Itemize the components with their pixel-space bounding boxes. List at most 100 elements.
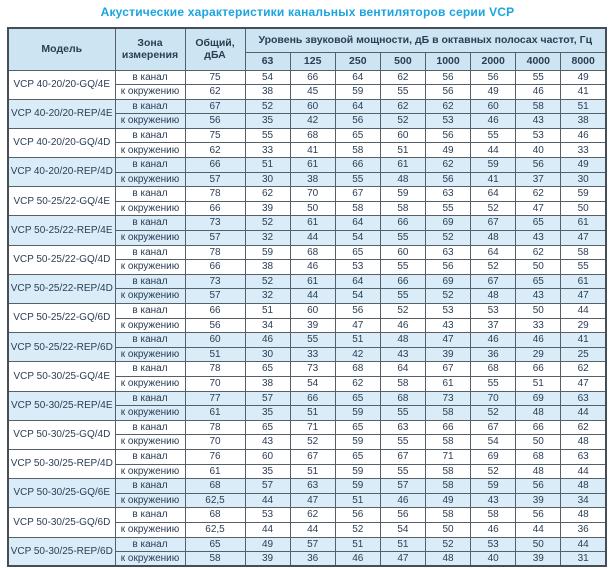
band-value-cell: 60: [244, 448, 291, 465]
band-value-cell: 44: [289, 230, 336, 246]
band-value-cell: 59: [560, 186, 607, 202]
band-value-cell: 54: [289, 375, 336, 392]
band-value-cell: 52: [424, 230, 472, 246]
zone-cell: в канал: [114, 448, 186, 465]
band-value-cell: 47: [424, 332, 472, 348]
band-value-cell: 62: [560, 361, 607, 377]
band-value-cell: 69: [515, 390, 562, 407]
band-value-cell: 58: [424, 405, 472, 421]
band-value-cell: 67: [424, 361, 472, 377]
band-value-cell: 62: [515, 244, 562, 261]
band-value-cell: 57: [379, 478, 427, 494]
band-value-cell: 39: [289, 317, 336, 334]
band-value-cell: 59: [334, 405, 381, 421]
column-header-zone: Зона измерения: [114, 27, 186, 71]
total-dba-cell: 67: [184, 98, 246, 115]
band-value-cell: 38: [244, 84, 291, 100]
zone-cell: к окружению: [114, 113, 186, 129]
band-value-cell: 47: [289, 492, 336, 509]
band-value-cell: 35: [244, 405, 291, 421]
band-value-cell: 48: [379, 171, 427, 188]
zone-cell: в канал: [114, 186, 186, 202]
band-value-cell: 50: [515, 303, 562, 319]
band-value-cell: 47: [560, 288, 607, 304]
band-value-cell: 41: [289, 142, 336, 159]
band-value-cell: 51: [289, 405, 336, 421]
band-value-cell: 56: [334, 303, 381, 319]
band-value-cell: 64: [334, 98, 381, 115]
band-value-cell: 51: [334, 332, 381, 348]
zone-cell: к окружению: [114, 463, 186, 480]
band-value-cell: 70: [470, 390, 517, 407]
band-value-cell: 32: [244, 288, 291, 304]
table-row-in-channel: VCP 50-30/25-REP/4D в канал 76 60 67 65 67 71 69…: [7, 448, 607, 480]
band-value-cell: 66: [515, 419, 562, 436]
total-dba-cell: 70: [184, 434, 246, 450]
acoustic-characteristics-table: Модель Зона измерения Общий, дБА Уровень…: [7, 27, 607, 568]
band-value-cell: 52: [470, 463, 517, 480]
frequency-header-2000: 2000: [470, 51, 517, 71]
band-value-cell: 64: [379, 361, 427, 377]
table-row-in-channel: VCP 50-25/22-GQ/6D в канал 66 51 60 56 52 53 53 5…: [7, 302, 607, 334]
table-row-to-ambient: к окружению 70 38 54 62 58 61 55 51 47: [8, 375, 607, 392]
band-value-cell: 51: [334, 492, 381, 509]
band-value-cell: 56: [515, 157, 562, 173]
zone-cell: в канал: [114, 215, 186, 232]
table-row-to-ambient: к окружению 51 30 33 42 43 39 36 29 25: [8, 346, 607, 363]
zone-cell: в канал: [114, 244, 186, 261]
band-value-cell: 68: [334, 361, 381, 377]
band-value-cell: 51: [244, 157, 291, 173]
band-value-cell: 59: [334, 463, 381, 480]
band-value-cell: 38: [560, 113, 607, 129]
table-row-in-channel: VCP 50-25/22-REP/6D в канал 60 46 55 51 48 47 46…: [7, 332, 607, 363]
model-cell: VCP 50-25/22-REP/6D: [7, 332, 116, 363]
band-value-cell: 44: [244, 521, 291, 538]
band-value-cell: 66: [334, 157, 381, 173]
frequency-header-1000: 1000: [424, 51, 472, 71]
band-value-cell: 69: [424, 273, 472, 290]
model-cell: VCP 50-30/25-GQ/4E: [7, 361, 116, 392]
table-row-in-channel: VCP 50-30/25-GQ/4D в канал 78 65 71 65 63 66 67 6…: [7, 419, 607, 450]
band-value-cell: 57: [244, 390, 291, 407]
header-row-main: Модель Зона измерения Общий, дБА Уровень…: [7, 27, 607, 71]
band-value-cell: 55: [424, 200, 472, 217]
total-dba-cell: 61: [184, 405, 246, 421]
band-value-cell: 44: [560, 463, 607, 480]
band-value-cell: 50: [289, 200, 336, 217]
total-dba-cell: 66: [184, 259, 246, 275]
total-dba-cell: 57: [184, 171, 246, 188]
band-value-cell: 50: [515, 259, 562, 275]
table-row-in-channel: VCP 50-30/25-GQ/4E в канал 78 65 73 68 64 67 68 6…: [7, 361, 607, 392]
band-value-cell: 38: [289, 171, 336, 188]
model-cell: VCP 50-30/25-GQ/6D: [7, 507, 116, 538]
band-value-cell: 33: [289, 346, 336, 363]
total-dba-cell: 58: [184, 551, 246, 567]
frequency-header-row: 63 125 250 500 1000 2000 4000 8000: [8, 51, 607, 71]
zone-cell: к окружению: [114, 200, 186, 217]
band-value-cell: 41: [560, 332, 607, 348]
band-value-cell: 58: [424, 507, 472, 523]
band-value-cell: 61: [289, 157, 336, 173]
band-value-cell: 48: [560, 507, 607, 523]
model-cell: VCP 50-25/22-REP/4D: [7, 273, 116, 305]
zone-cell: к окружению: [114, 288, 186, 304]
band-value-cell: 46: [470, 332, 517, 348]
total-dba-cell: 57: [184, 288, 246, 304]
band-value-cell: 59: [379, 186, 427, 202]
zone-cell: в канал: [114, 536, 186, 553]
band-value-cell: 55: [289, 332, 336, 348]
band-value-cell: 42: [334, 346, 381, 363]
band-value-cell: 68: [289, 127, 336, 144]
band-value-cell: 69: [424, 215, 472, 232]
band-value-cell: 52: [244, 98, 291, 115]
band-value-cell: 57: [244, 478, 291, 494]
band-value-cell: 44: [470, 142, 517, 159]
table-row-in-channel: VCP 50-30/25-GQ/6D в канал 68 53 62 56 56 58 58 5…: [7, 507, 607, 538]
column-header-total: Общий, дБА: [184, 27, 246, 71]
band-value-cell: 65: [515, 215, 562, 232]
band-value-cell: 33: [515, 317, 562, 334]
band-value-cell: 46: [379, 317, 427, 334]
band-value-cell: 52: [244, 273, 291, 290]
band-value-cell: 31: [560, 551, 607, 567]
band-value-cell: 59: [334, 84, 381, 100]
